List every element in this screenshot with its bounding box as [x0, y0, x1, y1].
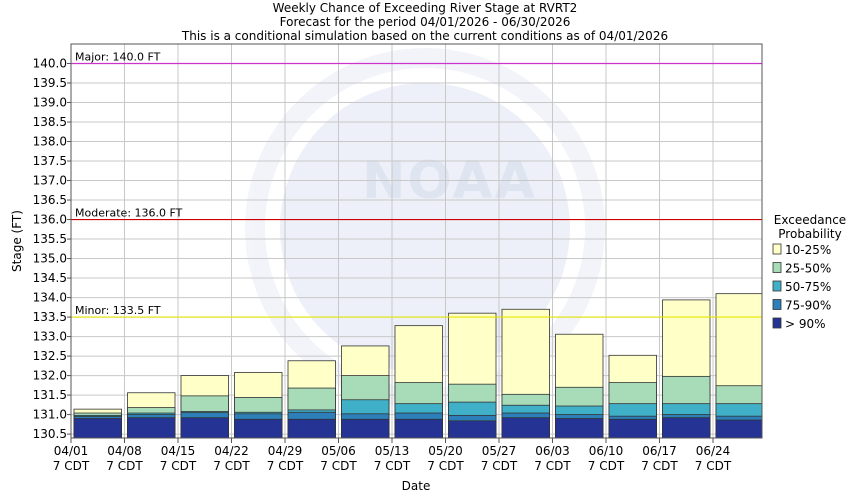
y-tick-label: 140.0 [33, 57, 67, 71]
x-tick-sublabel: 7 CDT [588, 459, 625, 473]
x-tick-sublabel: 7 CDT [374, 459, 411, 473]
bar-segment [608, 418, 657, 438]
bar-segment [341, 418, 390, 438]
y-tick-label: 136.5 [33, 193, 67, 207]
y-tick-label: 138.0 [33, 135, 67, 149]
bar-segment [715, 419, 762, 438]
bar-segment [287, 418, 336, 438]
bar-segment [73, 418, 122, 438]
bar-segment [555, 418, 604, 438]
bar-segment [448, 420, 497, 438]
chart-title: Weekly Chance of Exceeding River Stage a… [181, 1, 668, 43]
title-line-3: This is a conditional simulation based o… [181, 29, 668, 43]
legend-title: Exceedance [774, 213, 846, 227]
y-tick-label: 135.5 [33, 232, 67, 246]
legend-swatch [772, 280, 782, 292]
x-tick-sublabel: 7 CDT [641, 459, 678, 473]
y-tick-label: 133.0 [33, 330, 67, 344]
y-tick-label: 139.0 [33, 96, 67, 110]
legend-title: Probability [778, 227, 841, 241]
bar-segment [127, 417, 176, 438]
x-tick-sublabel: 7 CDT [534, 459, 571, 473]
x-tick-sublabel: 7 CDT [695, 459, 732, 473]
bar-segment [662, 417, 711, 438]
x-tick-label: 05/06 [321, 444, 356, 458]
x-tick-sublabel: 7 CDT [427, 459, 464, 473]
y-axis-title: Stage (FT) [10, 210, 24, 272]
title-line-2: Forecast for the period 04/01/2026 - 06/… [280, 15, 571, 29]
legend-label: 50-75% [785, 280, 831, 294]
title-line-1: Weekly Chance of Exceeding River Stage a… [273, 1, 578, 15]
bar-segment [234, 418, 283, 438]
x-tick-label: 04/08 [107, 444, 142, 458]
x-tick-label: 06/24 [696, 444, 731, 458]
legend-swatch [772, 243, 782, 255]
y-tick-label: 132.5 [33, 349, 67, 363]
legend-label: 10-25% [785, 243, 831, 257]
x-tick-sublabel: 7 CDT [160, 459, 197, 473]
legend-label: 25-50% [785, 262, 831, 276]
y-tick-label: 134.0 [33, 291, 67, 305]
x-tick-label: 05/27 [482, 444, 517, 458]
x-tick-sublabel: 7 CDT [320, 459, 357, 473]
legend-label: 75-90% [785, 299, 831, 313]
y-tick-label: 137.5 [33, 154, 67, 168]
legend-swatch [772, 262, 782, 273]
threshold-label: Major: 140.0 FT [75, 51, 161, 64]
x-tick-sublabel: 7 CDT [213, 459, 250, 473]
plot-border [70, 43, 763, 439]
y-tick-label: 136.0 [33, 213, 67, 227]
x-tick-sublabel: 7 CDT [267, 459, 304, 473]
bar-segment [180, 417, 229, 438]
y-tick-label: 131.5 [33, 388, 67, 402]
legend-swatch [772, 317, 782, 329]
x-tick-sublabel: 7 CDT [481, 459, 518, 473]
x-tick-label: 06/17 [642, 444, 677, 458]
y-tick-label: 133.5 [33, 310, 67, 324]
y-tick-label: 134.5 [33, 271, 67, 285]
y-tick-label: 137.0 [33, 174, 67, 188]
x-tick-label: 05/20 [428, 444, 463, 458]
bar-segment [501, 417, 550, 438]
x-tick-label: 04/01 [54, 444, 89, 458]
x-tick-label: 05/13 [375, 444, 410, 458]
threshold-label: Minor: 133.5 FT [75, 304, 161, 317]
y-axis: 130.5 131.0 131.5 132.0 132.5 133.0 133.5 134.0… [33, 57, 71, 441]
x-tick-label: 06/10 [589, 444, 624, 458]
y-tick-label: 131.0 [33, 408, 67, 422]
legend-swatch [772, 299, 782, 310]
legend-label: > 90% [785, 317, 826, 331]
threshold-layer: Major: 140.0 FT Moderate: 136.0 FT Minor: … [71, 51, 762, 318]
y-tick-label: 139.5 [33, 76, 67, 90]
bar-segment [394, 418, 443, 438]
x-axis-title: Date [402, 479, 431, 493]
y-tick-label: 138.5 [33, 115, 67, 129]
x-tick-label: 06/03 [535, 444, 570, 458]
x-tick-sublabel: 7 CDT [53, 459, 90, 473]
x-tick-label: 04/29 [268, 444, 303, 458]
x-tick-label: 04/15 [161, 444, 196, 458]
y-tick-label: 130.5 [33, 427, 67, 441]
y-tick-label: 132.0 [33, 369, 67, 383]
x-tick-sublabel: 7 CDT [106, 459, 143, 473]
y-tick-label: 135.0 [33, 252, 67, 266]
x-tick-label: 04/22 [214, 444, 249, 458]
threshold-label: Moderate: 136.0 FT [75, 207, 183, 220]
